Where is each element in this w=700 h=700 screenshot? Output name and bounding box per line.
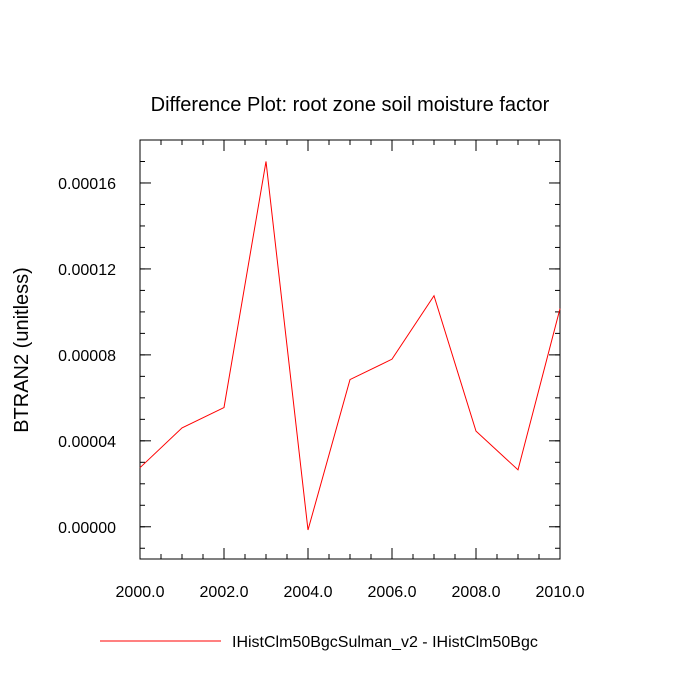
plot-border xyxy=(139,139,561,560)
major-ticks xyxy=(139,140,561,559)
legend-label: IHistClm50BgcSulman_v2 - IHistClm50Bgc xyxy=(232,634,538,651)
x-tick-label: 2000.0 xyxy=(116,584,165,601)
minor-ticks xyxy=(139,139,561,559)
y-tick-labels: 0.00000 0.00004 0.00008 0.00012 0.00016 xyxy=(58,176,116,537)
y-tick-label: 0.00016 xyxy=(58,176,116,193)
x-tick-label: 2004.0 xyxy=(284,584,333,601)
chart-title: Difference Plot: root zone soil moisture… xyxy=(151,94,550,116)
series-line xyxy=(139,161,561,531)
y-tick-label: 0.00012 xyxy=(58,262,116,279)
y-axis-label: BTRAN2 (unitless) xyxy=(11,267,33,433)
y-tick-label: 0.00000 xyxy=(58,520,116,537)
legend: IHistClm50BgcSulman_v2 - IHistClm50Bgc xyxy=(100,634,538,651)
series-group xyxy=(139,161,561,531)
x-tick-label: 2006.0 xyxy=(368,584,417,601)
y-tick-label: 0.00004 xyxy=(58,434,116,451)
x-tick-label: 2010.0 xyxy=(536,584,585,601)
x-tick-label: 2008.0 xyxy=(452,584,501,601)
x-tick-labels: 2000.0 2002.0 2004.0 2006.0 2008.0 2010.0 xyxy=(116,584,585,601)
y-tick-label: 0.00008 xyxy=(58,348,116,365)
plot-area xyxy=(139,139,561,560)
x-tick-label: 2002.0 xyxy=(200,584,249,601)
